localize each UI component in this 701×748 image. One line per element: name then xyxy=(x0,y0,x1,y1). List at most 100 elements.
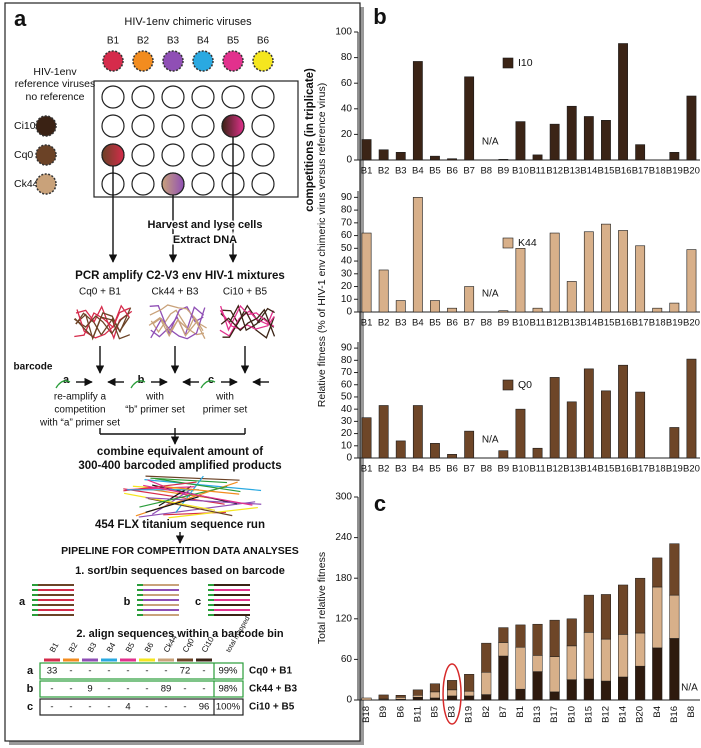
x-tick-label: B5 xyxy=(429,706,440,718)
stroke xyxy=(139,485,228,508)
bar xyxy=(412,405,423,459)
table-cell: - xyxy=(202,684,205,695)
amplicon xyxy=(150,309,205,336)
chimeric-label: B1 xyxy=(107,36,120,47)
x-tick-label: B10 xyxy=(512,166,529,177)
x-tick-label: B11 xyxy=(529,166,545,177)
bar-segment xyxy=(412,697,423,701)
row-label: Ck44 + B3 xyxy=(249,684,298,695)
y-tick-label: 40 xyxy=(341,256,353,267)
bar xyxy=(361,139,372,161)
bar-segment xyxy=(532,655,543,672)
mixture-label: Cq0 + B1 xyxy=(79,287,121,298)
bar-segment xyxy=(481,672,492,695)
bar-segment xyxy=(429,697,440,701)
bar xyxy=(686,249,697,313)
y-tick-label: 80 xyxy=(341,205,353,216)
mixed-well xyxy=(221,114,245,138)
reamplify-text: with “a” primer set xyxy=(39,418,120,429)
x-tick-label: B20 xyxy=(683,318,700,329)
x-tick-label: B15 xyxy=(597,318,614,329)
bar xyxy=(464,76,475,161)
bar xyxy=(395,440,406,459)
mixture-label: Ci10 + B5 xyxy=(223,287,268,298)
x-tick-label: B2 xyxy=(378,166,390,177)
bar-segment xyxy=(566,618,577,647)
row-label: Ci10 + B5 xyxy=(249,702,295,713)
x-tick-label: B14 xyxy=(618,706,629,723)
table-cell: - xyxy=(145,684,148,695)
amplicon xyxy=(219,310,274,337)
bar xyxy=(618,43,628,161)
bar xyxy=(618,230,628,313)
amplicon xyxy=(221,304,275,328)
stroke xyxy=(144,479,262,492)
x-tick-label: B7 xyxy=(463,166,475,177)
table-cell: 72 xyxy=(180,666,191,677)
bar xyxy=(669,427,680,459)
y-tick-label: 0 xyxy=(346,695,352,706)
bar-segment xyxy=(464,690,475,697)
x-tick-label: B3 xyxy=(395,318,407,329)
harvest: Harvest and lyse cells xyxy=(148,219,263,231)
primer xyxy=(130,380,146,389)
reamplify-text: primer set xyxy=(203,405,248,416)
x-tick-label: B18 xyxy=(649,464,666,475)
amplicon xyxy=(149,305,204,335)
x-tick-label: B17 xyxy=(632,166,649,177)
x-tick-label: B7 xyxy=(463,464,475,475)
y-tick-label: 20 xyxy=(341,129,353,140)
bar-segment xyxy=(464,674,475,692)
stroke xyxy=(138,501,256,518)
bar-segment xyxy=(549,656,560,693)
y-axis-label: Total relative fitness xyxy=(316,552,328,644)
bar-segment xyxy=(429,691,440,699)
bar xyxy=(549,232,560,313)
primer-tag: a xyxy=(63,374,70,386)
bar-segment xyxy=(618,676,629,701)
x-tick-label: B6 xyxy=(395,706,406,718)
chimeric-virus xyxy=(192,50,214,72)
table-total: 100% xyxy=(216,702,241,713)
x-tick-label: B10 xyxy=(512,464,529,475)
amplicon xyxy=(74,307,131,338)
x-tick-label: B19 xyxy=(666,318,683,329)
x-tick-label: B16 xyxy=(615,166,632,177)
table-cell: - xyxy=(69,684,72,695)
bar xyxy=(430,443,440,459)
bin-tag: a xyxy=(19,596,26,608)
table-cell: - xyxy=(164,666,167,677)
y-tick-label: 240 xyxy=(335,532,352,543)
well xyxy=(191,143,215,167)
x-tick-label: B20 xyxy=(683,166,700,177)
table-cell: 96 xyxy=(199,702,210,713)
bar-segment xyxy=(583,678,594,701)
x-tick-label: B2 xyxy=(481,706,492,718)
y-tick-label: 100 xyxy=(335,27,352,38)
barcode-label: barcode xyxy=(14,362,53,373)
bar xyxy=(669,302,680,313)
bar xyxy=(515,408,526,459)
y-tick-label: 30 xyxy=(341,416,353,427)
amplicon xyxy=(152,316,206,339)
well xyxy=(251,114,275,138)
x-tick-label: B17 xyxy=(632,318,649,329)
bar-segment xyxy=(429,683,440,693)
x-tick-label: B2 xyxy=(378,464,390,475)
x-tick-label: B15 xyxy=(583,706,594,723)
bar-segment xyxy=(600,680,611,701)
step: 2. align sequences within a barcode bin xyxy=(76,628,283,640)
no-reference: no reference xyxy=(26,91,85,103)
bar-segment xyxy=(635,577,646,634)
x-tick-label: B5 xyxy=(429,166,441,177)
well xyxy=(251,143,275,167)
table-cell: - xyxy=(145,666,148,677)
bar-segment xyxy=(635,665,646,701)
well xyxy=(131,114,155,138)
bar xyxy=(515,121,526,161)
table-cell: - xyxy=(107,684,110,695)
y-tick-label: 50 xyxy=(341,392,353,403)
row-tag: a xyxy=(27,665,34,677)
bar-segment xyxy=(447,680,458,691)
